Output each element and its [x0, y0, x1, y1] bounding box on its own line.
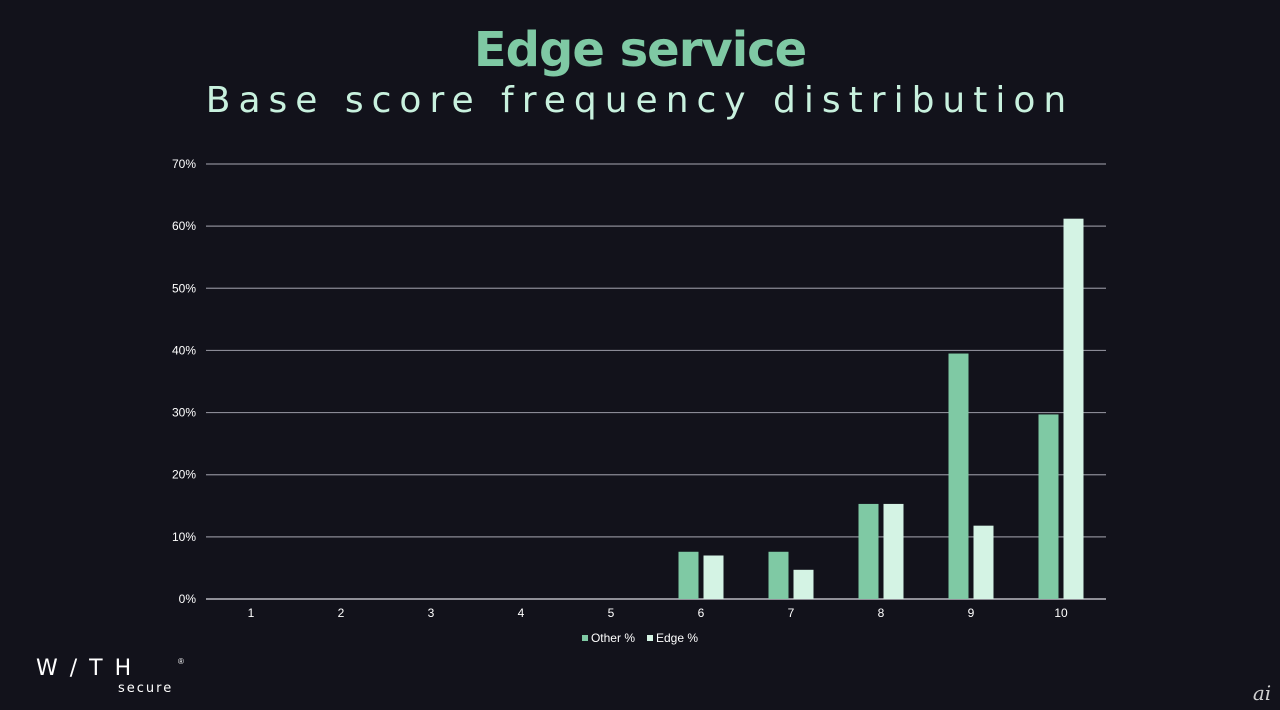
- y-tick-label: 40%: [172, 343, 196, 357]
- bar-other-7: [768, 551, 789, 599]
- bar-edge-6: [703, 555, 724, 599]
- y-tick-label: 10%: [172, 530, 196, 544]
- x-tick-label: 3: [428, 606, 435, 620]
- logo-subtext: secure: [118, 681, 174, 696]
- legend-swatch-other: [581, 635, 588, 641]
- x-tick-label: 10: [1054, 606, 1068, 620]
- slide-subtitle: Base score frequency distribution: [205, 80, 1075, 121]
- y-tick-label: 60%: [172, 219, 196, 233]
- chart-legend: Other % Edge %: [0, 631, 1280, 645]
- x-tick-label: 7: [788, 606, 795, 620]
- y-tick-label: 70%: [172, 157, 196, 171]
- y-tick-label: 20%: [172, 468, 196, 482]
- x-tick-label: 8: [878, 606, 885, 620]
- bar-other-6: [678, 551, 699, 599]
- x-tick-label: 1: [248, 606, 255, 620]
- x-tick-label: 2: [338, 606, 345, 620]
- legend-swatch-edge: [646, 635, 653, 641]
- bar-edge-7: [793, 569, 814, 599]
- logo-registered-mark: ®: [178, 657, 184, 666]
- y-tick-label: 0%: [179, 592, 197, 606]
- slide-title: Edge service: [473, 22, 807, 78]
- bar-edge-9: [973, 525, 994, 599]
- legend-item-other: Other %: [581, 631, 635, 645]
- bar-other-9: [948, 353, 969, 599]
- x-tick-label: 5: [608, 606, 615, 620]
- bar-other-8: [858, 503, 879, 599]
- logo-wordmark: W/TH: [36, 656, 144, 681]
- withsecure-logo: W/TH ® secure: [36, 657, 186, 697]
- legend-label-edge: Edge %: [655, 631, 699, 645]
- x-tick-label: 9: [968, 606, 975, 620]
- x-tick-label: 6: [698, 606, 705, 620]
- bar-edge-8: [883, 503, 904, 599]
- x-tick-label: 4: [518, 606, 525, 620]
- bar-other-10: [1038, 414, 1059, 599]
- watermark-logo: ai: [1252, 681, 1272, 705]
- y-tick-label: 50%: [172, 281, 196, 295]
- legend-item-edge: Edge %: [646, 631, 699, 645]
- y-tick-label: 30%: [172, 406, 196, 420]
- legend-label-other: Other %: [590, 631, 635, 645]
- bar-edge-10: [1063, 218, 1084, 599]
